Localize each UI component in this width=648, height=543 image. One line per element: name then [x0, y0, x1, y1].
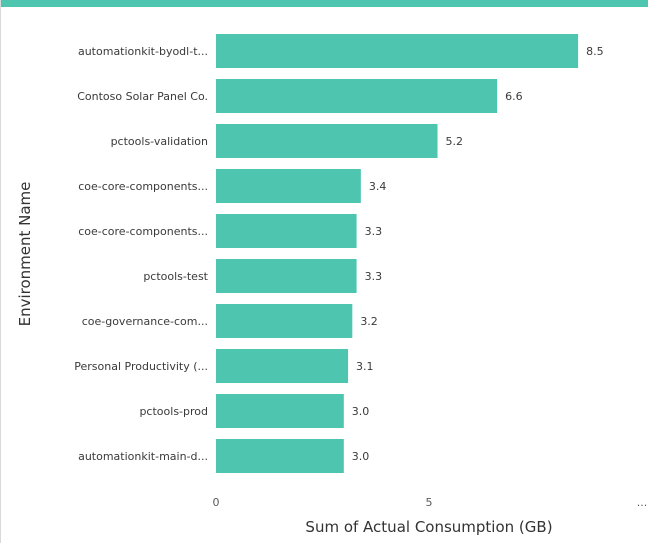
- data-label: 3.1: [356, 360, 374, 373]
- data-label: 3.0: [352, 405, 370, 418]
- bar[interactable]: [216, 124, 438, 158]
- category-label: Personal Productivity (...: [74, 360, 208, 373]
- bar[interactable]: [216, 79, 498, 113]
- bar[interactable]: [216, 304, 353, 338]
- bar[interactable]: [216, 394, 344, 428]
- data-label: 3.4: [369, 180, 387, 193]
- data-label: 3.3: [365, 270, 383, 283]
- category-label: coe-governance-com...: [82, 315, 208, 328]
- visual-header-band: [0, 0, 648, 7]
- bar[interactable]: [216, 214, 357, 248]
- data-label: 8.5: [586, 45, 604, 58]
- category-label: pctools-validation: [111, 135, 208, 148]
- data-label: 3.3: [365, 225, 383, 238]
- category-label: pctools-test: [143, 270, 208, 283]
- x-axis-title: Sum of Actual Consumption (GB): [305, 518, 552, 536]
- x-tick-label: ...: [637, 496, 648, 509]
- x-tick-label: 0: [213, 496, 220, 509]
- bar[interactable]: [216, 34, 579, 68]
- bar[interactable]: [216, 439, 344, 473]
- category-label: coe-core-components...: [78, 225, 208, 238]
- data-label: 6.6: [505, 90, 523, 103]
- y-axis-title: Environment Name: [16, 182, 34, 327]
- category-label: Contoso Solar Panel Co.: [77, 90, 208, 103]
- bar[interactable]: [216, 349, 349, 383]
- category-label: coe-core-components...: [78, 180, 208, 193]
- visual-left-border: [0, 0, 1, 543]
- data-label: 3.2: [360, 315, 378, 328]
- bar[interactable]: [216, 259, 357, 293]
- category-label: automationkit-main-d...: [78, 450, 208, 463]
- data-label: 5.2: [446, 135, 464, 148]
- data-label: 3.0: [352, 450, 370, 463]
- bar[interactable]: [216, 169, 361, 203]
- x-tick-label: 5: [426, 496, 433, 509]
- category-label: automationkit-byodl-t...: [78, 45, 208, 58]
- category-label: pctools-prod: [139, 405, 208, 418]
